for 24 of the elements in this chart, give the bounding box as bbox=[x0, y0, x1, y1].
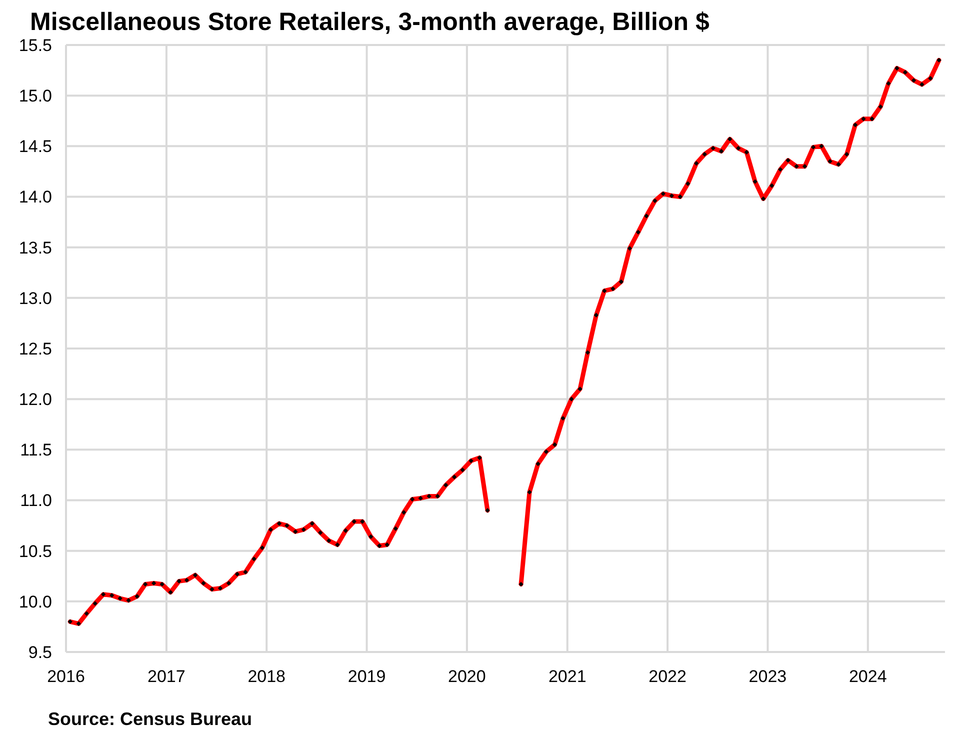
x-tick-label: 2023 bbox=[748, 667, 787, 686]
y-tick-label: 10.0 bbox=[18, 592, 52, 612]
x-tick-label: 2019 bbox=[348, 667, 386, 686]
y-tick-label: 15.5 bbox=[18, 36, 52, 55]
y-tick-label: 12.0 bbox=[18, 390, 52, 410]
x-tick-label: 2016 bbox=[47, 667, 85, 686]
x-tick-label: 2020 bbox=[448, 667, 486, 686]
y-tick-label: 11.0 bbox=[20, 491, 52, 510]
y-tick-label: 10.5 bbox=[18, 542, 52, 561]
y-tick-label: 13.5 bbox=[18, 238, 52, 258]
x-tick-label: 2017 bbox=[148, 667, 186, 686]
y-tick-label: 15.0 bbox=[18, 86, 52, 106]
y-tick-label: 11.5 bbox=[20, 440, 52, 460]
x-tick-label: 2022 bbox=[648, 667, 686, 686]
y-tick-label: 9.5 bbox=[28, 642, 52, 662]
chart-title: Miscellaneous Store Retailers, 3-month average, Billion $ bbox=[30, 8, 710, 36]
y-tick-label: 12.5 bbox=[18, 339, 52, 358]
y-tick-label: 14.5 bbox=[18, 137, 52, 156]
x-tick-label: 2018 bbox=[248, 667, 286, 686]
x-tick-label: 2021 bbox=[548, 667, 586, 686]
source-note: Source: Census Bureau bbox=[48, 709, 252, 729]
y-tick-label: 13.0 bbox=[18, 288, 52, 308]
y-tick-label: 14.0 bbox=[18, 188, 52, 207]
x-tick-label: 2024 bbox=[848, 667, 887, 686]
